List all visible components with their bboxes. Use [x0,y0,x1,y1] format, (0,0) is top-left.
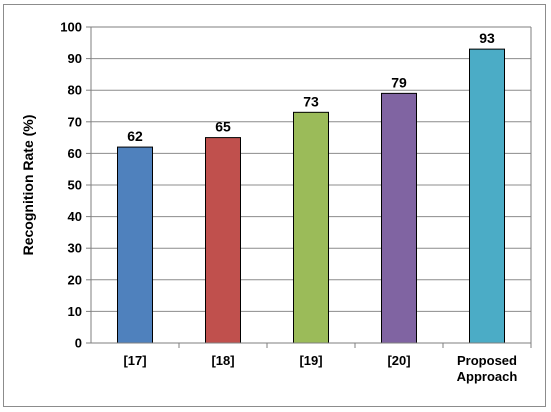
x-tick-label-line: [19] [299,353,322,368]
x-tick-label: Proposed Approach [457,353,518,384]
data-label: 73 [303,93,319,109]
x-tick-label-line: [18] [211,353,234,368]
x-tick-label-line: [17] [123,353,146,368]
bar [205,137,241,344]
x-tick-label-line: Proposed [457,353,517,368]
x-tick-labels: [17] [18] [19] [20] Proposed Approach [123,343,532,384]
y-tick-label: 0 [75,336,82,351]
y-tick-label: 100 [60,20,82,35]
x-tick-label: [17] [123,353,146,368]
y-axis-title: Recognition Rate (%) [20,115,36,256]
data-label: 65 [215,119,231,135]
bar [117,146,153,344]
bar [469,48,505,344]
data-label: 79 [391,74,407,90]
y-tick-label: 20 [68,272,82,287]
y-tick-label: 50 [68,178,82,193]
x-tick-label: [20] [387,353,410,368]
y-tick-label: 90 [68,51,82,66]
bar [293,111,329,344]
bar [381,92,417,344]
x-tick-label-line: [20] [387,353,410,368]
x-tick-label: [19] [299,353,322,368]
x-tick-label: [18] [211,353,234,368]
y-tick-label: 40 [68,209,82,224]
y-tick-label: 80 [68,83,82,98]
x-tick-label-line: Approach [457,369,518,384]
data-label: 62 [127,128,143,144]
y-tick-label: 10 [68,304,82,319]
data-labels: 62 65 73 79 93 [127,30,495,144]
y-tick-label: 30 [68,241,82,256]
data-label: 93 [479,30,495,46]
y-tick-labels: 0 10 20 30 40 50 60 70 80 90 100 [60,20,91,351]
y-tick-label: 60 [68,146,82,161]
y-tick-label: 70 [68,114,82,129]
